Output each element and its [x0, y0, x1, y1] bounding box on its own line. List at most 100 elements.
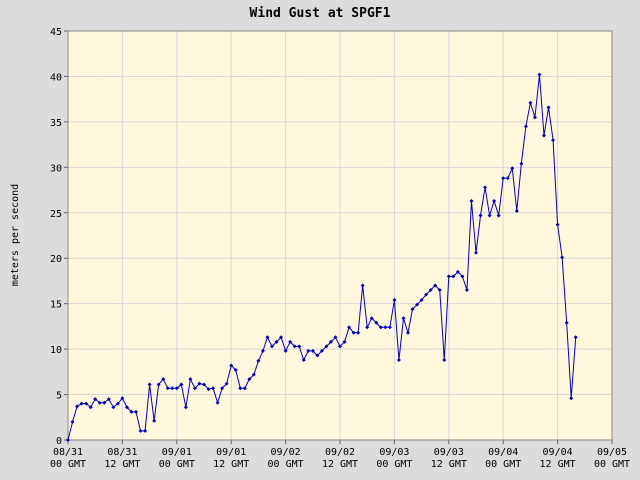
data-point [387, 325, 392, 330]
x-tick-label: 12 GMT [104, 459, 140, 470]
x-tick-label: 09/01 [216, 447, 246, 458]
data-point [152, 418, 157, 423]
data-point [546, 105, 551, 110]
data-point [197, 381, 202, 386]
data-point [301, 358, 306, 363]
data-point [519, 161, 524, 166]
data-point [310, 348, 315, 353]
data-point [469, 198, 474, 203]
data-point [120, 396, 125, 401]
data-point [215, 400, 220, 405]
x-tick-label: 12 GMT [431, 459, 467, 470]
data-point [564, 320, 569, 325]
data-point [170, 386, 175, 391]
data-point [93, 397, 98, 402]
data-point [406, 330, 410, 335]
data-point [365, 325, 370, 330]
data-point [347, 325, 352, 330]
data-point [292, 344, 297, 349]
data-point [424, 292, 429, 297]
data-point [233, 368, 238, 373]
x-tick-label: 12 GMT [213, 459, 249, 470]
data-point [551, 138, 556, 143]
x-tick-label: 00 GMT [485, 459, 521, 470]
data-point [437, 288, 442, 293]
data-point [111, 405, 116, 410]
data-point [460, 274, 465, 279]
data-point [501, 176, 506, 181]
data-point [306, 348, 311, 353]
data-point [333, 335, 338, 340]
x-tick-label: 12 GMT [322, 459, 358, 470]
data-point [428, 288, 433, 293]
data-point [514, 208, 519, 213]
x-tick-label: 08/31 [107, 447, 137, 458]
data-point [523, 124, 528, 129]
data-point [134, 409, 138, 414]
data-point [537, 72, 542, 77]
x-tick-label: 09/03 [379, 447, 409, 458]
data-point [143, 428, 148, 433]
x-tick-label: 00 GMT [376, 459, 412, 470]
y-tick-label: 45 [50, 27, 62, 38]
data-point [84, 401, 89, 406]
data-point [560, 255, 565, 260]
y-axis-label: meters per second [10, 184, 21, 286]
data-point [573, 335, 578, 340]
x-tick-label: 09/02 [271, 447, 301, 458]
data-point [70, 419, 75, 424]
data-point [360, 283, 365, 288]
data-point [555, 222, 560, 227]
data-point [383, 325, 388, 330]
data-point [202, 382, 206, 387]
data-point [410, 307, 415, 312]
data-point [297, 344, 302, 349]
data-point [288, 339, 293, 344]
data-point [505, 176, 510, 181]
data-point [97, 400, 102, 405]
data-point [206, 387, 211, 392]
data-point [124, 405, 129, 410]
data-point [156, 382, 161, 387]
data-point [419, 298, 424, 303]
data-point [378, 325, 383, 330]
data-point [260, 348, 265, 353]
data-point [174, 386, 179, 391]
data-point [396, 358, 401, 363]
data-point [183, 405, 188, 410]
x-tick-label: 09/03 [434, 447, 464, 458]
data-point [129, 409, 134, 414]
data-point [256, 358, 261, 363]
data-point [279, 335, 284, 340]
x-tick-label: 09/04 [488, 447, 518, 458]
data-point [392, 298, 397, 303]
data-point [66, 438, 70, 442]
data-point [446, 274, 451, 279]
data-point [179, 382, 184, 387]
data-point [374, 320, 379, 325]
data-point [106, 397, 111, 402]
x-tick-label: 12 GMT [540, 459, 576, 470]
data-point [483, 185, 488, 190]
data-point [528, 100, 533, 105]
data-point [369, 316, 374, 321]
data-point [328, 339, 333, 344]
data-point [88, 405, 93, 410]
data-point [569, 396, 574, 401]
data-point [75, 404, 80, 409]
plot-border [67, 30, 613, 441]
data-point [165, 386, 170, 391]
data-point [270, 344, 274, 349]
x-tick-label: 09/01 [162, 447, 192, 458]
x-tick-label: 00 GMT [594, 459, 630, 470]
data-point [315, 353, 320, 358]
data-point [510, 166, 515, 171]
x-tick-label: 09/02 [325, 447, 355, 458]
y-tick-label: 5 [56, 391, 62, 402]
x-tick-label: 00 GMT [50, 459, 86, 470]
data-point [161, 377, 166, 382]
data-point [415, 302, 420, 307]
data-point [238, 386, 243, 391]
data-point [442, 358, 447, 363]
data-point [224, 381, 229, 386]
